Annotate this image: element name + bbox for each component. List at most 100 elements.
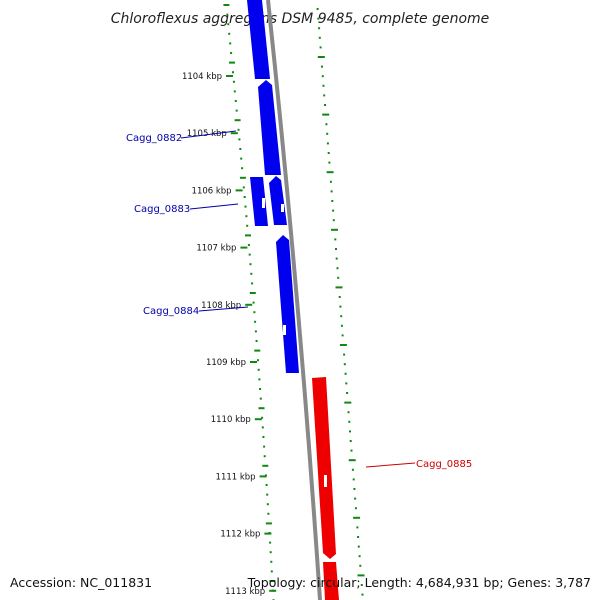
gc-skew-mark <box>335 257 338 260</box>
gc-skew-mark <box>228 32 231 35</box>
map-title: Chloroflexus aggregans DSM 9485, complet… <box>111 11 490 27</box>
gc-skew-mark <box>258 378 261 381</box>
gc-skew-mark <box>318 27 321 30</box>
gc-skew-mark <box>339 305 342 308</box>
gc-skew-mark <box>259 397 262 400</box>
gc-skew-mark <box>269 541 272 544</box>
gc-skew-mark <box>353 488 356 490</box>
gene-cagg-0883b[interactable] <box>269 176 287 225</box>
gc-skew-mark <box>334 238 337 241</box>
gc-skew-mark <box>243 196 246 198</box>
gc-skew-mark <box>328 161 331 164</box>
gc-skew-mark <box>361 593 364 596</box>
gc-skew-mark <box>324 104 326 106</box>
gene-cagg-0884[interactable] <box>276 235 299 373</box>
gc-skew-mark <box>245 215 248 218</box>
gc-skew-mark <box>337 276 340 279</box>
gc-skew-mark <box>245 234 251 237</box>
gc-skew-mark <box>327 152 330 154</box>
tick-mark <box>230 132 238 135</box>
gene-cagg-0883[interactable] <box>250 177 268 226</box>
gc-skew-mark <box>229 42 232 45</box>
gc-skew-mark <box>354 497 357 500</box>
gc-skew-mark <box>354 507 357 510</box>
gc-skew-mark <box>261 416 264 419</box>
gc-skew-mark <box>230 52 233 54</box>
gc-skew-mark <box>250 272 253 275</box>
gc-skew-mark <box>254 330 257 333</box>
gc-skew-mark <box>226 13 229 16</box>
gc-skew-mark <box>248 253 251 256</box>
gc-skew-mark <box>269 551 272 554</box>
gene-cagg-0882[interactable] <box>258 80 281 175</box>
gc-skew-mark <box>270 560 273 563</box>
gc-skew-mark <box>254 349 261 352</box>
gene-label-cagg-0884[interactable]: Cagg_0884 <box>143 306 199 317</box>
gc-skew-mark <box>341 334 344 337</box>
gc-skew-mark <box>233 90 236 93</box>
gc-skew-mark <box>234 100 237 102</box>
gc-skew-mark <box>257 359 259 362</box>
gc-skew-mark <box>319 46 322 49</box>
gc-skew-mark <box>262 464 269 467</box>
gc-skew-mark <box>240 157 243 160</box>
gc-skew-mark <box>321 65 323 68</box>
gc-skew-mark <box>346 392 349 394</box>
gc-skew-mark <box>232 80 235 83</box>
gc-skew-mark <box>338 296 341 298</box>
gc-skew-mark <box>318 36 321 39</box>
gc-skew-mark <box>357 545 360 548</box>
gc-skew-mark <box>265 522 272 525</box>
gc-skew-mark <box>227 23 230 26</box>
tick-mark <box>269 589 277 592</box>
gc-skew-mark <box>255 340 258 342</box>
gene-group <box>247 0 339 600</box>
gc-skew-mark <box>249 292 256 294</box>
gene-cagg-0886[interactable] <box>323 562 339 600</box>
gc-skew-track-inner <box>223 4 276 600</box>
gc-skew-mark <box>336 267 339 270</box>
tick-label: 1107 kbp <box>196 244 236 254</box>
gc-skew-mark <box>253 311 256 314</box>
gene-label-cagg-0883[interactable]: Cagg_0883 <box>134 204 190 215</box>
gc-skew-mark <box>344 401 352 404</box>
tick-label: 1108 kbp <box>201 301 241 311</box>
gene-label-cagg-0885[interactable]: Cagg_0885 <box>416 459 472 470</box>
gc-skew-mark <box>270 570 273 573</box>
gc-skew-mark <box>359 564 362 567</box>
gc-skew-mark <box>323 94 326 97</box>
tick-mark <box>250 361 257 363</box>
gc-skew-mark <box>357 574 365 577</box>
gene-cagg-0885[interactable] <box>312 377 336 559</box>
gc-skew-mark <box>241 167 244 170</box>
gc-skew-mark <box>249 263 252 266</box>
tick-label: 1106 kbp <box>192 186 232 196</box>
gc-skew-mark <box>330 190 333 193</box>
gc-skew-mark <box>351 468 354 471</box>
gc-skew-mark <box>352 478 355 481</box>
gc-skew-mark <box>353 516 361 519</box>
genome-summary-text: Topology: circular; Length: 4,684,931 bp… <box>247 575 591 590</box>
gene-cagg-0881[interactable] <box>247 0 270 79</box>
gc-skew-mark <box>263 445 266 448</box>
gc-skew-mark <box>347 411 350 414</box>
gc-skew-mark <box>325 123 328 126</box>
gc-skew-mark <box>317 17 320 20</box>
gene-label-cagg-0882[interactable]: Cagg_0882 <box>126 133 182 144</box>
gc-skew-mark <box>322 84 325 87</box>
gc-skew-mark <box>340 315 343 318</box>
tick-label: 1111 kbp <box>216 472 256 482</box>
tick-group: 1104 kbp 1105 kbp 1106 kbp 1107 kbp 1108 kbp… <box>182 72 277 597</box>
gc-skew-mark <box>267 512 270 515</box>
gc-skew-mark <box>321 75 324 78</box>
accession-text: Accession: NC_011831 <box>10 575 152 590</box>
tick-label: 1109 kbp <box>206 358 246 368</box>
gc-skew-mark <box>234 119 241 122</box>
gc-skew-mark <box>350 449 353 452</box>
gc-skew-mark <box>235 109 238 112</box>
gc-skew-mark <box>229 61 235 64</box>
gc-skew-mark <box>343 363 346 366</box>
gc-skew-mark <box>263 455 266 458</box>
gc-skew-mark <box>349 430 351 433</box>
gc-skew-mark <box>322 113 330 116</box>
